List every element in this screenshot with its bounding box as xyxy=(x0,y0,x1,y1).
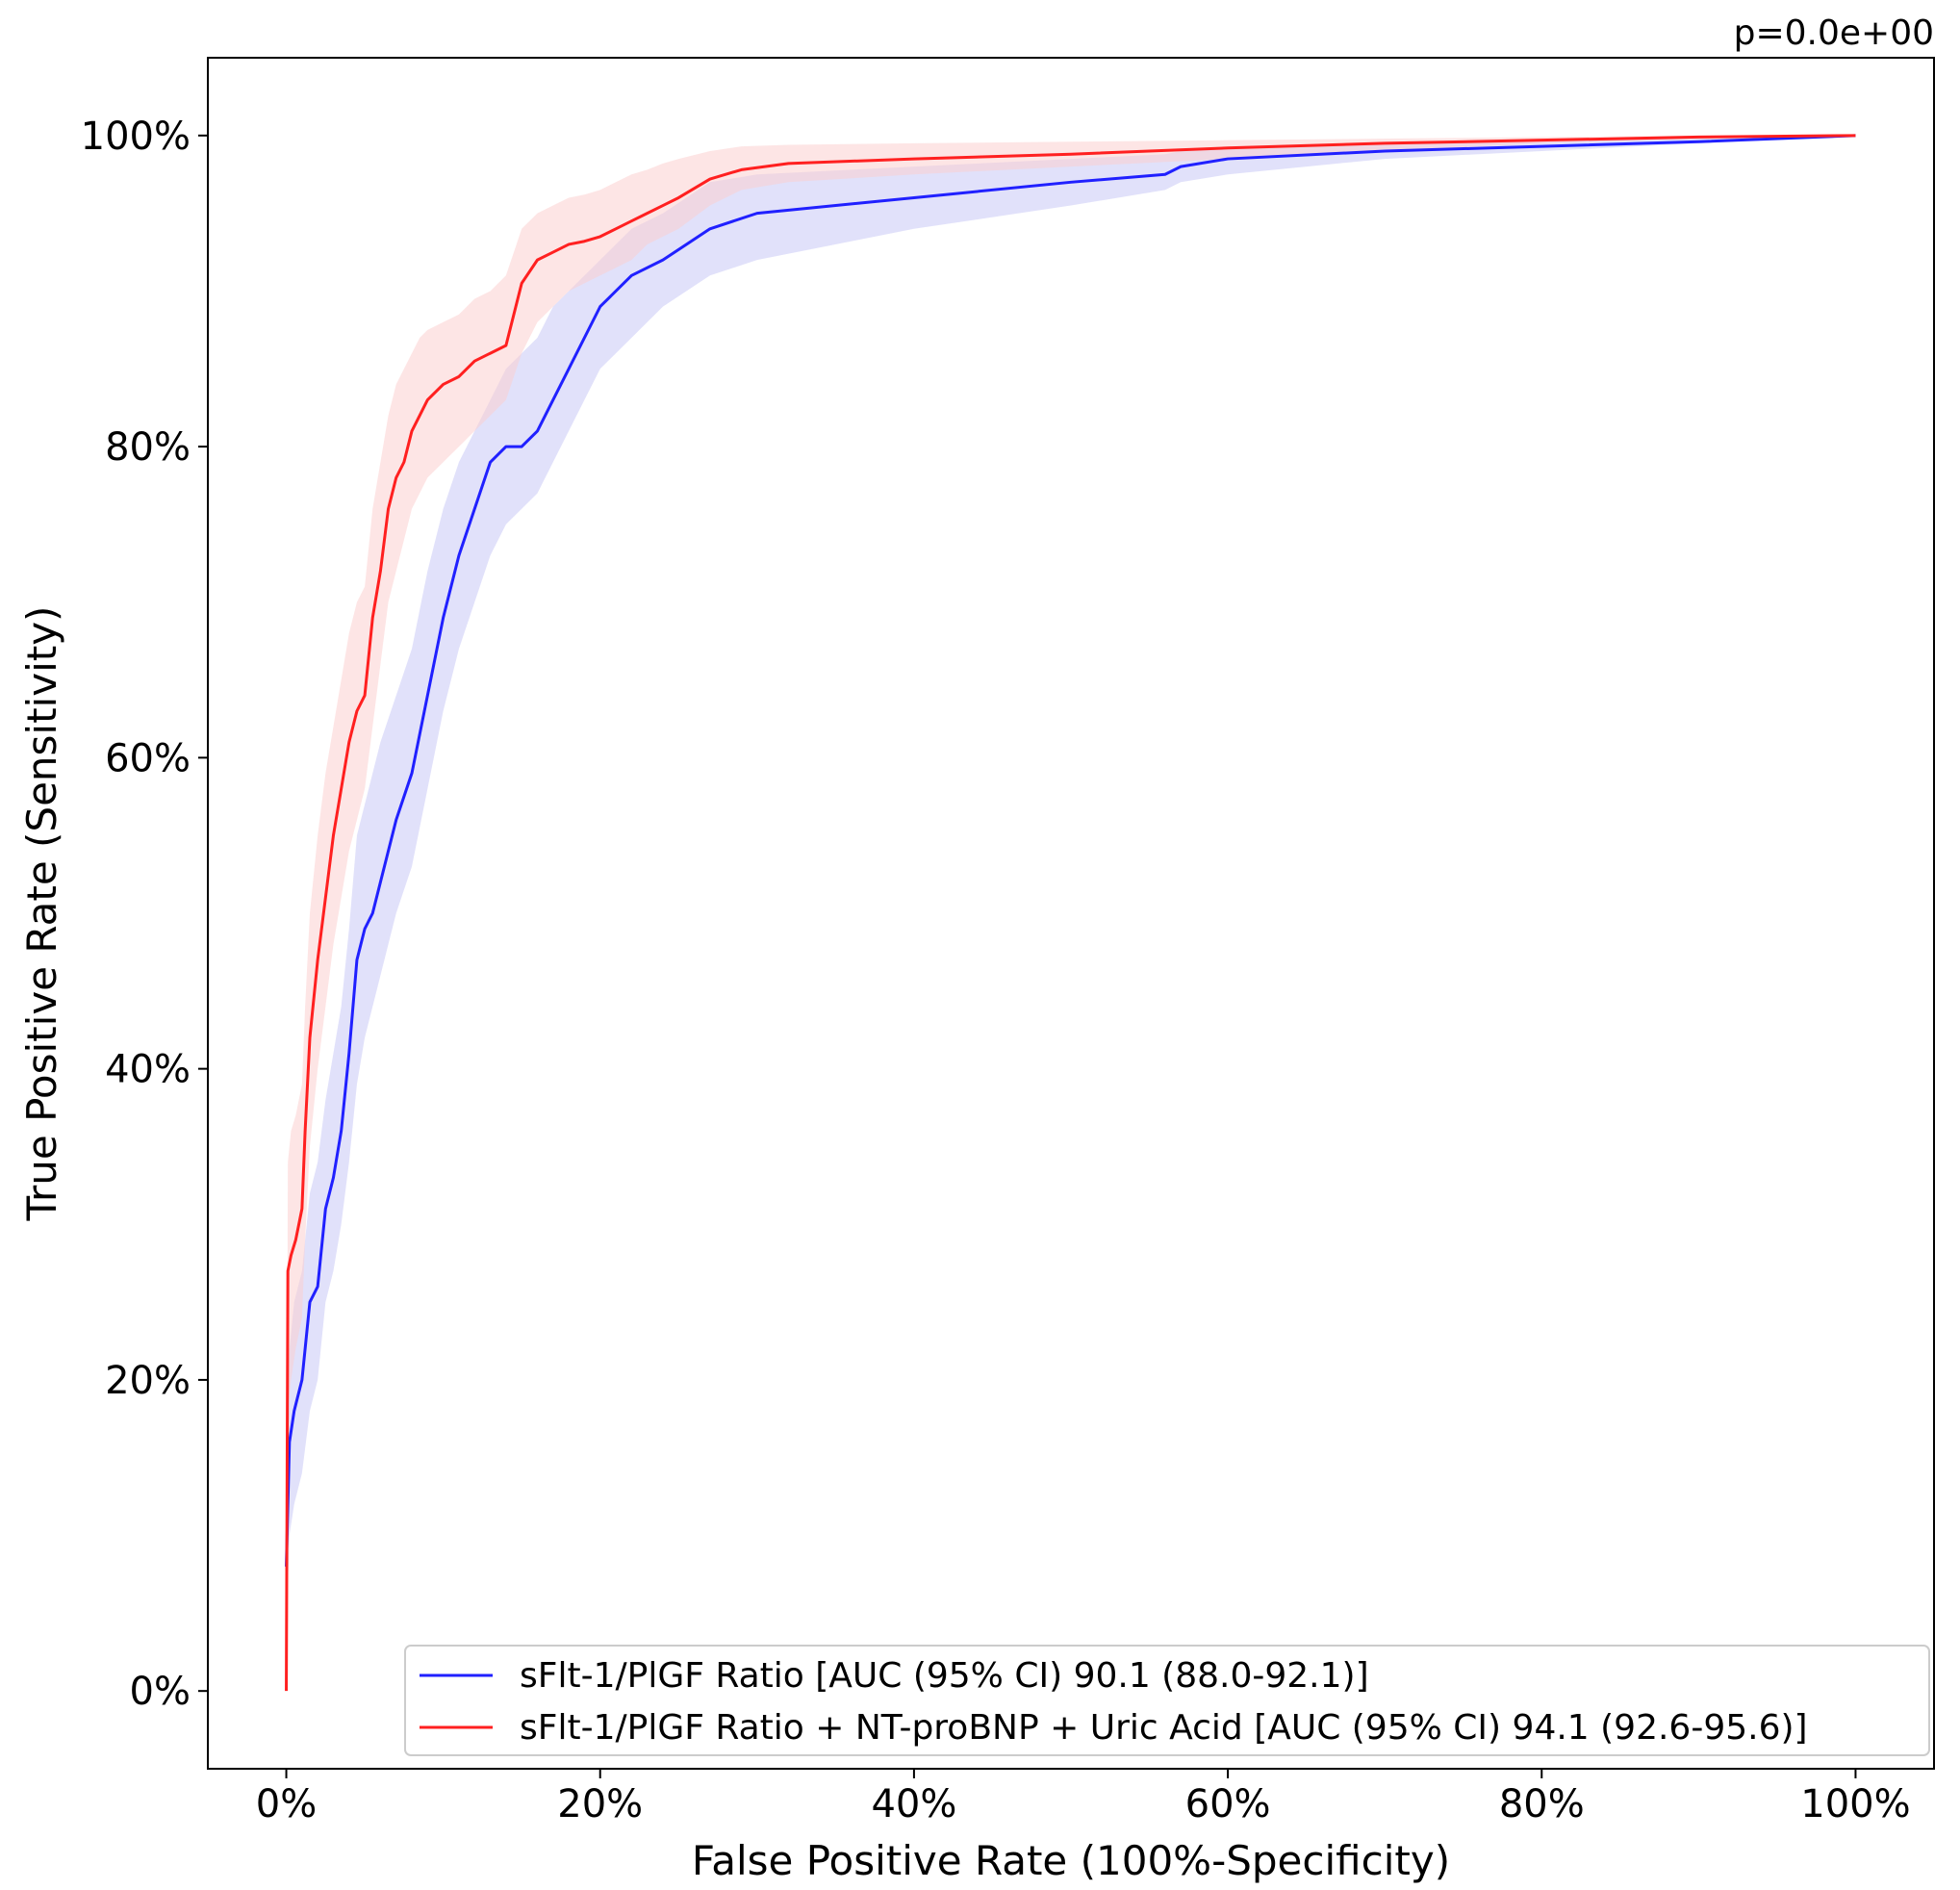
x-tick-label: 80% xyxy=(1499,1782,1585,1826)
x-tick-label: 40% xyxy=(871,1782,956,1826)
plot-frame xyxy=(207,57,1935,1770)
y-tick-label: 20% xyxy=(105,1359,191,1403)
x-axis-ticks: 0% 20% 40% 60% 80% 100% xyxy=(256,1769,1911,1826)
y-tick-label: 80% xyxy=(105,425,191,470)
x-tick-label: 60% xyxy=(1185,1782,1271,1826)
legend-label-sflt1-plgf: sFlt-1/PlGF Ratio [AUC (95% CI) 90.1 (88… xyxy=(520,1656,1369,1696)
x-axis-title: False Positive Rate (100%-Specificity) xyxy=(692,1837,1450,1884)
series-lines xyxy=(285,134,1856,1692)
y-tick-label: 100% xyxy=(81,115,191,159)
p-value-annotation: p=0.0e+00 xyxy=(1734,13,1934,53)
y-tick-label: 0% xyxy=(130,1670,191,1714)
y-axis-title: True Positive Rate (Sensitivity) xyxy=(18,606,65,1222)
x-tick-label: 0% xyxy=(256,1782,317,1826)
roc-line-combined-model xyxy=(285,134,1856,1692)
x-tick-label: 20% xyxy=(557,1782,643,1826)
y-tick-label: 60% xyxy=(105,736,191,780)
legend-label-combined-model: sFlt-1/PlGF Ratio + NT-proBNP + Uric Aci… xyxy=(520,1708,1808,1748)
y-axis-ticks: 0% 20% 40% 60% 80% 100% xyxy=(81,115,208,1714)
roc-line-sflt1-plgf xyxy=(285,134,1856,1567)
legend: sFlt-1/PlGF Ratio [AUC (95% CI) 90.1 (88… xyxy=(404,1645,1930,1756)
y-tick-label: 40% xyxy=(105,1048,191,1092)
legend-box xyxy=(404,1645,1930,1756)
x-tick-label: 100% xyxy=(1800,1782,1910,1826)
